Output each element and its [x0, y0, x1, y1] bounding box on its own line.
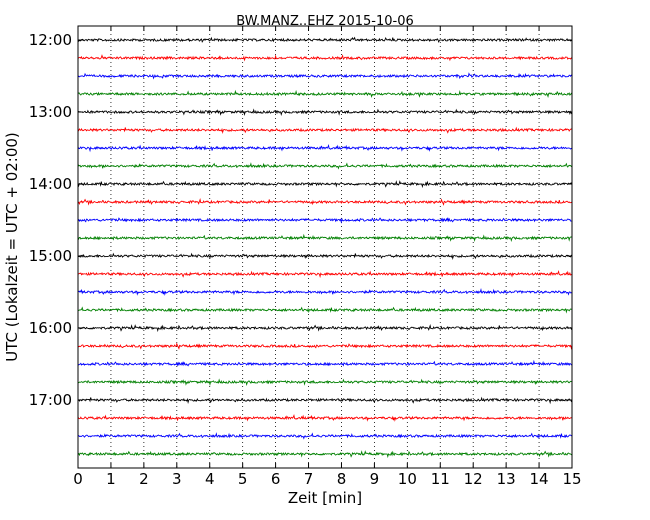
seismogram-trace — [77, 306, 573, 314]
seismogram-trace — [77, 217, 572, 224]
vertical-grid — [110, 26, 540, 468]
x-tick-label: 4 — [205, 470, 215, 488]
x-tick-label: 14 — [530, 470, 549, 488]
seismogram-trace — [77, 108, 573, 116]
x-tick-label: 8 — [337, 470, 347, 488]
seismogram-trace — [77, 233, 573, 242]
seismogram-trace — [77, 324, 573, 333]
seismogram-trace — [77, 180, 573, 189]
seismogram-trace — [77, 72, 573, 80]
y-tick-label: 14:00 — [29, 175, 72, 193]
seismogram-trace — [77, 378, 573, 386]
y-tick-label: 16:00 — [29, 319, 72, 337]
seismogram-trace — [77, 162, 573, 170]
x-axis-label: Zeit [min] — [288, 489, 362, 507]
seismogram-trace — [77, 288, 573, 296]
seismogram-trace — [77, 54, 573, 62]
x-axis: 0 1 2 3 4 5 6 7 8 9 10 11 12 13 14 15 — [73, 26, 582, 488]
seismogram-trace — [77, 359, 573, 367]
x-tick-label: 0 — [73, 470, 83, 488]
x-tick-label: 10 — [398, 470, 417, 488]
x-tick-label: 2 — [139, 470, 149, 488]
x-tick-label: 11 — [431, 470, 450, 488]
trace-group — [77, 36, 573, 459]
seismogram-trace — [77, 36, 573, 43]
seismogram-trace — [77, 270, 573, 279]
seismogram-trace — [77, 198, 573, 206]
y-axis-label: UTC (Lokalzeit = UTC + 02:00) — [3, 132, 21, 362]
seismogram-trace — [77, 252, 573, 260]
x-tick-label: 9 — [370, 470, 380, 488]
x-tick-label: 15 — [562, 470, 581, 488]
seismogram-trace — [77, 144, 573, 153]
y-axis: 12:00 13:00 14:00 15:00 16:00 17:00 — [29, 31, 572, 409]
x-tick-label: 6 — [271, 470, 281, 488]
x-tick-label: 12 — [464, 470, 483, 488]
x-tick-label: 7 — [304, 470, 314, 488]
seismogram-trace — [77, 89, 573, 98]
y-tick-label: 13:00 — [29, 103, 72, 121]
x-tick-label: 3 — [172, 470, 182, 488]
seismogram-trace — [77, 342, 573, 350]
x-tick-label: 5 — [238, 470, 248, 488]
y-tick-label: 12:00 — [29, 31, 72, 49]
seismogram-trace — [77, 414, 573, 422]
x-tick-label: 1 — [106, 470, 116, 488]
y-tick-label: 15:00 — [29, 247, 72, 265]
chart-title: BW.MANZ..EHZ 2015-10-06 — [236, 14, 414, 29]
seismogram-trace — [77, 450, 573, 459]
seismogram-trace — [77, 126, 573, 134]
x-tick-label: 13 — [497, 470, 516, 488]
seismogram-trace — [77, 396, 573, 405]
plot-frame — [77, 25, 573, 469]
y-tick-label: 17:00 — [29, 391, 72, 409]
seismogram-trace — [77, 432, 573, 440]
